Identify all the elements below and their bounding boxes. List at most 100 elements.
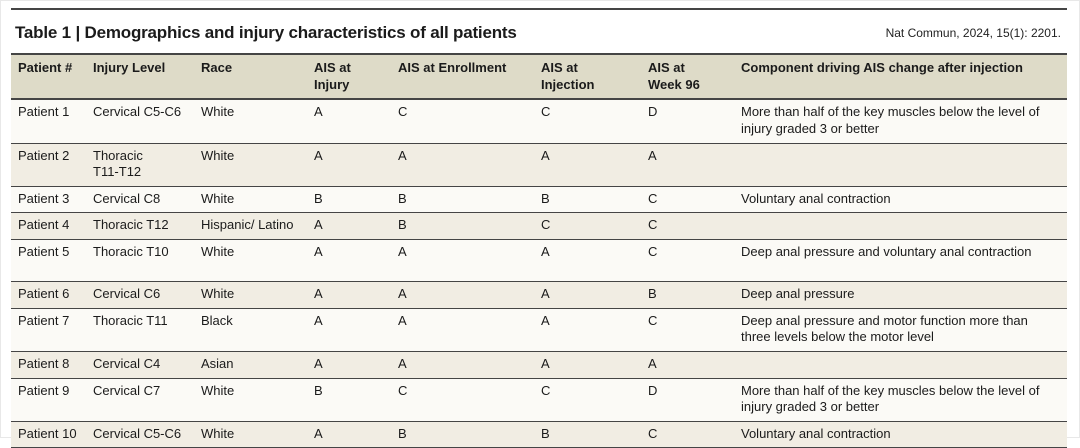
cell-race: Asian <box>194 351 307 379</box>
table-title: Table 1 | Demographics and injury charac… <box>15 22 517 42</box>
cell-ais-week96: A <box>641 143 734 187</box>
cell-ais-week96: C <box>641 421 734 448</box>
cell-injury-level: Cervical C6 <box>86 281 194 309</box>
cell-ais-injection: C <box>534 99 641 144</box>
cell-patient: Patient 6 <box>11 281 86 309</box>
cell-patient: Patient 2 <box>11 143 86 187</box>
cell-ais-injection: C <box>534 212 641 240</box>
cell-ais-injection: A <box>534 143 641 187</box>
cell-component: Deep anal pressure and voluntary anal co… <box>734 239 1067 282</box>
cell-injury-level: Cervical C4 <box>86 351 194 379</box>
cell-ais-week96: D <box>641 99 734 144</box>
cell-ais-injection: B <box>534 421 641 448</box>
cell-ais-enrollment: B <box>391 421 534 448</box>
cell-ais-injection: B <box>534 186 641 214</box>
cell-injury-level: Thoracic T10 <box>86 239 194 282</box>
cell-injury-level: Cervical C5-C6 <box>86 421 194 448</box>
cell-patient: Patient 3 <box>11 186 86 214</box>
cell-ais-week96: B <box>641 281 734 309</box>
table-row: Patient 2 Thoracic T11-T12 White A A A A <box>11 143 1067 187</box>
cell-ais-enrollment: B <box>391 186 534 214</box>
cell-component <box>734 212 1067 240</box>
cell-component: Deep anal pressure and motor function mo… <box>734 308 1067 352</box>
cell-injury-level: Thoracic T12 <box>86 212 194 240</box>
table-row: Patient 4 Thoracic T12 Hispanic/ Latino … <box>11 212 1067 240</box>
col-header-patient: Patient # <box>11 52 86 101</box>
cell-ais-enrollment: A <box>391 239 534 282</box>
table-row: Patient 10 Cervical C5-C6 White A B B C … <box>11 421 1067 448</box>
cell-ais-injury: A <box>307 212 391 240</box>
cell-component: More than half of the key muscles below … <box>734 99 1067 144</box>
table-row: Patient 7 Thoracic T11 Black A A A C Dee… <box>11 308 1067 352</box>
table-container: Table 1 | Demographics and injury charac… <box>11 1 1067 448</box>
cell-injury-level: Thoracic T11-T12 <box>86 143 194 187</box>
table-row: Patient 3 Cervical C8 White B B B C Volu… <box>11 186 1067 214</box>
cell-ais-injection: A <box>534 281 641 309</box>
cell-ais-enrollment: C <box>391 99 534 144</box>
col-header-injury-level: Injury Level <box>86 52 194 101</box>
cell-race: White <box>194 99 307 144</box>
cell-injury-level: Cervical C7 <box>86 378 194 422</box>
cell-patient: Patient 1 <box>11 99 86 144</box>
col-header-ais-week96: AIS at Week 96 <box>641 52 734 101</box>
table-row: Patient 1 Cervical C5-C6 White A C C D M… <box>11 99 1067 144</box>
cell-injury-level: Cervical C8 <box>86 186 194 214</box>
cell-ais-enrollment: A <box>391 143 534 187</box>
cell-patient: Patient 5 <box>11 239 86 282</box>
cell-ais-injury: B <box>307 186 391 214</box>
table-body: Patient 1 Cervical C5-C6 White A C C D M… <box>11 99 1067 448</box>
cell-component <box>734 351 1067 379</box>
cell-race: Hispanic/ Latino <box>194 212 307 240</box>
cell-patient: Patient 7 <box>11 308 86 352</box>
cell-ais-injection: A <box>534 239 641 282</box>
demographics-table: Patient # Injury Level Race AIS at Injur… <box>11 52 1067 448</box>
cell-component: Voluntary anal contraction <box>734 421 1067 448</box>
cell-ais-injury: A <box>307 308 391 352</box>
caption-bar: Table 1 | Demographics and injury charac… <box>11 10 1067 53</box>
col-header-race: Race <box>194 52 307 101</box>
cell-ais-enrollment: A <box>391 281 534 309</box>
cell-ais-enrollment: B <box>391 212 534 240</box>
cell-ais-week96: C <box>641 212 734 240</box>
cell-component: Voluntary anal contraction <box>734 186 1067 214</box>
cell-ais-injury: A <box>307 99 391 144</box>
cell-race: White <box>194 143 307 187</box>
cell-ais-week96: D <box>641 378 734 422</box>
cell-race: Black <box>194 308 307 352</box>
cell-ais-injury: A <box>307 239 391 282</box>
cell-ais-injection: A <box>534 351 641 379</box>
cell-patient: Patient 10 <box>11 421 86 448</box>
col-header-ais-injury: AIS at Injury <box>307 52 391 101</box>
table-header: Patient # Injury Level Race AIS at Injur… <box>11 52 1067 101</box>
cell-injury-level: Cervical C5-C6 <box>86 99 194 144</box>
cell-component: More than half of the key muscles below … <box>734 378 1067 422</box>
cell-race: White <box>194 239 307 282</box>
cell-ais-injury: B <box>307 378 391 422</box>
cell-race: White <box>194 186 307 214</box>
cell-component: Deep anal pressure <box>734 281 1067 309</box>
cell-ais-week96: C <box>641 308 734 352</box>
cell-patient: Patient 9 <box>11 378 86 422</box>
cell-ais-enrollment: A <box>391 308 534 352</box>
cell-ais-week96: C <box>641 186 734 214</box>
cell-ais-injury: A <box>307 421 391 448</box>
cell-component <box>734 143 1067 187</box>
cell-race: White <box>194 421 307 448</box>
col-header-ais-injection: AIS at Injection <box>534 52 641 101</box>
table-row: Patient 5 Thoracic T10 White A A A C Dee… <box>11 239 1067 282</box>
citation: Nat Commun, 2024, 15(1): 2201. <box>885 25 1061 40</box>
table-row: Patient 9 Cervical C7 White B C C D More… <box>11 378 1067 422</box>
col-header-ais-enrollment: AIS at Enrollment <box>391 52 534 101</box>
cell-patient: Patient 8 <box>11 351 86 379</box>
cell-race: White <box>194 378 307 422</box>
header-row: Patient # Injury Level Race AIS at Injur… <box>11 52 1067 101</box>
table-row: Patient 8 Cervical C4 Asian A A A A <box>11 351 1067 379</box>
cell-ais-injection: A <box>534 308 641 352</box>
cell-ais-injury: A <box>307 281 391 309</box>
table-row: Patient 6 Cervical C6 White A A A B Deep… <box>11 281 1067 309</box>
cell-ais-week96: C <box>641 239 734 282</box>
top-rule <box>11 8 1067 10</box>
cell-ais-enrollment: C <box>391 378 534 422</box>
cell-patient: Patient 4 <box>11 212 86 240</box>
